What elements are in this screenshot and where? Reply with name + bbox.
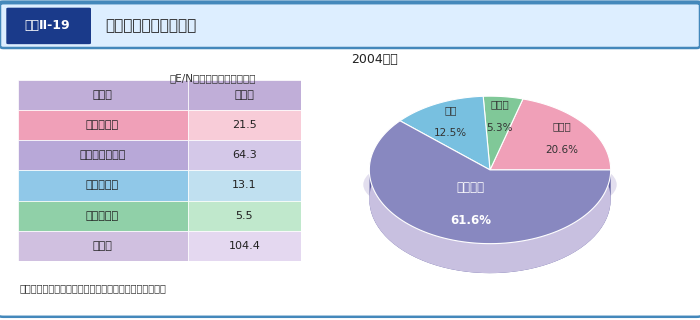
Bar xyxy=(18,170,188,201)
Polygon shape xyxy=(370,170,610,273)
Bar xyxy=(188,110,301,140)
Text: 12.5%: 12.5% xyxy=(434,128,468,138)
Text: 金　額: 金 額 xyxy=(234,90,254,100)
Polygon shape xyxy=(370,121,610,244)
Text: 食糧援助の地域別配分: 食糧援助の地域別配分 xyxy=(105,18,196,33)
Polygon shape xyxy=(400,96,490,170)
Bar xyxy=(18,110,188,140)
Text: 合　計: 合 計 xyxy=(92,241,113,251)
Bar xyxy=(18,231,188,261)
Text: 中　南　米: 中 南 米 xyxy=(86,211,119,220)
Text: 64.3: 64.3 xyxy=(232,150,257,160)
Text: 中東: 中東 xyxy=(444,105,457,115)
Polygon shape xyxy=(490,99,610,170)
Text: 5.3%: 5.3% xyxy=(486,123,513,133)
Ellipse shape xyxy=(363,148,617,221)
Text: 注：四捨五入の関係上、合計が一致しないことがある。: 注：四捨五入の関係上、合計が一致しないことがある。 xyxy=(20,283,167,293)
Bar xyxy=(188,140,301,170)
Ellipse shape xyxy=(370,126,610,273)
Bar xyxy=(188,231,301,261)
Text: アジア: アジア xyxy=(553,121,572,131)
Text: 104.4: 104.4 xyxy=(228,241,260,251)
Bar xyxy=(18,201,188,231)
Text: 13.1: 13.1 xyxy=(232,180,257,190)
Text: 61.6%: 61.6% xyxy=(450,214,491,227)
Bar xyxy=(188,80,301,110)
Text: 中南米: 中南米 xyxy=(491,100,510,109)
Text: 20.6%: 20.6% xyxy=(546,145,579,155)
Text: ア　フ　リ　カ: ア フ リ カ xyxy=(79,150,126,160)
Text: 図表Ⅱ-19: 図表Ⅱ-19 xyxy=(25,19,71,32)
Text: アフリカ: アフリカ xyxy=(456,181,484,194)
Text: （E/Nベース、単位：億円）: （E/Nベース、単位：億円） xyxy=(169,73,256,84)
Text: 5.5: 5.5 xyxy=(235,211,253,220)
Bar xyxy=(18,80,188,110)
Text: ア　ジ　ア: ア ジ ア xyxy=(86,120,119,130)
Polygon shape xyxy=(483,96,523,170)
Bar xyxy=(188,201,301,231)
Text: 21.5: 21.5 xyxy=(232,120,257,130)
Text: 地　域: 地 域 xyxy=(92,90,113,100)
Bar xyxy=(18,140,188,170)
Text: 2004年度: 2004年度 xyxy=(351,53,398,66)
Text: 中　　　東: 中 東 xyxy=(86,180,119,190)
Bar xyxy=(188,170,301,201)
